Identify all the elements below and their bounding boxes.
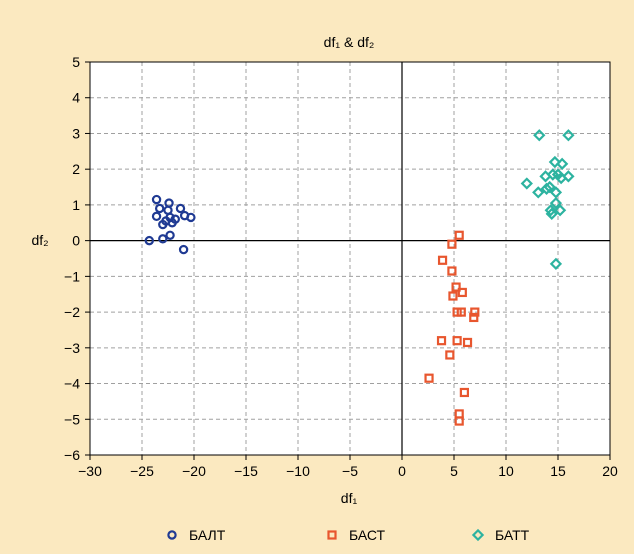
data-point-diamond	[562, 129, 575, 142]
data-point-diamond	[532, 186, 545, 199]
y-tick-label: −1	[64, 268, 80, 284]
legend: БАЛТ БАСТ БАТТ	[167, 527, 530, 543]
data-point-diamond	[556, 157, 569, 170]
data-point-square	[469, 312, 479, 323]
chart-title: df₁ & df₂	[324, 34, 375, 50]
x-tick-label: 5	[450, 463, 458, 479]
y-tick-label: −3	[64, 340, 80, 356]
data-point-circle	[144, 235, 154, 246]
x-tick-label: 0	[398, 463, 406, 479]
data-point-diamond	[545, 207, 558, 220]
data-point-square	[452, 307, 462, 317]
grid-lines	[90, 62, 610, 455]
y-tick-label: 2	[72, 161, 80, 177]
y-tick-label: 4	[72, 90, 80, 106]
plot-border	[89, 61, 611, 456]
y-tick-label: −6	[64, 447, 80, 463]
data-point-square	[452, 336, 462, 346]
data-point-square	[457, 287, 467, 298]
data-point-square	[436, 336, 447, 346]
data-point-circle	[175, 203, 186, 214]
data-points	[144, 129, 575, 426]
data-point-square	[448, 291, 458, 301]
legend-marker-circle	[167, 530, 177, 540]
data-point-diamond	[539, 170, 552, 183]
data-point-diamond	[533, 129, 546, 142]
x-tick-label: −15	[234, 463, 258, 479]
data-point-square	[445, 350, 455, 360]
data-point-diamond	[548, 155, 562, 169]
legend-label: БАТТ	[495, 527, 530, 543]
data-point-diamond	[540, 182, 553, 195]
x-tick-label: 15	[550, 463, 566, 479]
data-point-circle	[186, 212, 196, 223]
x-tick-label: 10	[498, 463, 514, 479]
y-tick-label: −5	[64, 411, 80, 427]
y-tick-label: 0	[72, 233, 80, 249]
y-tick-label: 1	[72, 197, 80, 213]
data-point-square	[470, 307, 480, 317]
data-point-square	[447, 239, 457, 249]
data-point-square	[462, 337, 473, 348]
y-tick-label: 3	[72, 125, 80, 141]
data-point-circle	[151, 211, 162, 222]
legend-label: БАЛТ	[189, 527, 226, 543]
series-diamond	[520, 129, 575, 271]
series-circle	[144, 194, 196, 255]
x-tick-label: −25	[130, 463, 154, 479]
data-point-circle	[158, 234, 168, 244]
data-point-square	[451, 282, 461, 292]
x-tick-label: −20	[182, 463, 206, 479]
legend-label: БАСТ	[349, 527, 386, 543]
x-axis-label: df₁	[341, 490, 358, 506]
x-tick-label: −5	[342, 463, 358, 479]
data-point-square	[459, 387, 469, 398]
y-axis-ticks: −6 −5 −4 −3 −2 −1 0 1 2 3 4 5	[64, 54, 90, 463]
legend-marker-square	[327, 530, 337, 540]
data-point-circle	[158, 219, 168, 230]
data-point-square	[454, 416, 464, 426]
y-tick-label: −2	[64, 304, 80, 320]
data-point-square	[437, 255, 448, 265]
data-point-circle	[165, 230, 175, 240]
x-tick-label: −10	[286, 463, 310, 479]
data-point-diamond	[520, 177, 533, 190]
data-point-diamond	[553, 204, 567, 217]
y-axis-label: df₂	[31, 232, 48, 248]
y-tick-label: −4	[64, 376, 80, 392]
data-point-circle	[178, 244, 189, 255]
legend-item-square: БАСТ	[327, 527, 386, 543]
data-point-circle	[151, 194, 162, 205]
data-point-diamond	[544, 204, 557, 217]
x-tick-label: 20	[602, 463, 618, 479]
data-point-square	[454, 230, 464, 240]
data-point-square	[447, 266, 457, 276]
data-point-diamond	[562, 170, 575, 183]
data-point-diamond	[549, 257, 563, 271]
zero-axis-lines	[90, 62, 610, 455]
legend-item-circle: БАЛТ	[167, 527, 226, 543]
legend-item-diamond: БАТТ	[471, 527, 530, 543]
data-point-diamond	[549, 196, 563, 210]
legend-marker-diamond	[471, 528, 485, 542]
x-axis-ticks: −30 −25 −20 −15 −10 −5 0 5 10 15 20	[78, 455, 618, 479]
series-square	[424, 230, 480, 426]
y-tick-label: 5	[72, 54, 80, 70]
data-point-circle	[167, 218, 177, 228]
x-tick-label: −30	[78, 463, 102, 479]
data-point-circle	[154, 203, 165, 214]
data-point-square	[424, 373, 434, 383]
